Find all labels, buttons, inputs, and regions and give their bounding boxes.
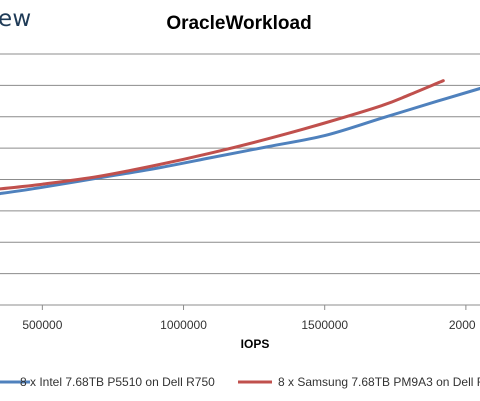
series-line-0	[0, 87, 480, 196]
chart-title-text: OracleWorkload	[166, 13, 312, 34]
x-tick-label-1: 1000000	[160, 318, 207, 332]
series-lines	[0, 79, 480, 196]
x-tick-label-3: 2000	[449, 318, 476, 332]
x-tick-label-0: 500000	[22, 318, 62, 332]
gridlines	[0, 53, 480, 275]
legend: 8 x Intel 7.68TB P5510 on Dell R750 8 x S…	[0, 375, 480, 389]
x-tick-labels: 500000 1000000 1500000 2000	[22, 318, 476, 332]
x-tick-label-2: 1500000	[301, 318, 348, 332]
x-axis-label: IOPS	[241, 337, 270, 351]
series-line-1	[0, 79, 445, 191]
legend-label-0: 8 x Intel 7.68TB P5510 on Dell R750	[20, 375, 215, 389]
axes	[0, 304, 480, 310]
chart-title: OracleWorkload	[0, 13, 480, 35]
logo-text: ew	[0, 6, 32, 32]
legend-label-1: 8 x Samsung 7.68TB PM9A3 on Dell R7	[278, 375, 480, 389]
